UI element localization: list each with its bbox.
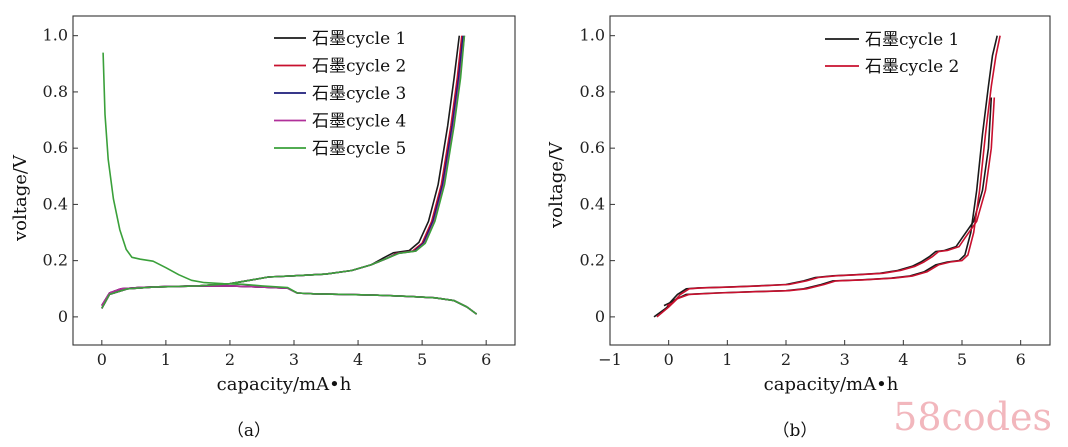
chart-a-series-5-line-upper [101,35,466,309]
chart-a-x-tick-label: 0 [97,350,107,369]
chart-b-x-tick-label: 3 [840,350,850,369]
chart-a-legend-label: 石墨cycle 5 [312,139,406,159]
chart-a-x-tick-label: 3 [289,350,299,369]
chart-b-x-tick-label: 0 [664,350,674,369]
chart-a-axes: 0 1 2 3 4 5 6 0 0.2 0.4 0.6 0.8 1.0 [43,15,516,369]
chart-b-y-tick-label: 0 [595,307,605,326]
chart-b-y-tick-label: 0.6 [580,138,605,157]
chart-b-y-tick-label: 0.2 [580,251,605,270]
chart-a-x-tick-label: 1 [161,350,171,369]
chart-b-x-tick-label: 1 [722,350,732,369]
chart-b-x-tick-label: 4 [898,350,908,369]
chart-a-legend-label: 石墨cycle 4 [312,112,406,132]
chart-a-panel-label: （a） [227,421,271,441]
chart-b-plot-frame [609,15,1051,346]
chart-a-y-tick-label: 0.2 [43,251,68,270]
chart-b-legend-label: 石墨cycle 1 [865,30,959,50]
chart-a-y-tick-label: 0.6 [43,138,68,157]
chart-b-x-tick-label: −1 [598,350,622,369]
chart-panel-b: −1 0 1 2 3 4 5 600.20.40.60.81.0 石墨cycle 1石墨cyc… [546,15,1051,441]
chart-a-legend-label: 石墨cycle 2 [312,57,406,77]
chart-b-axes: −1 0 1 2 3 4 5 6 0 0.2 0.4 0.6 0.8 1.0 [580,15,1051,369]
chart-b-legend-label: 石墨cycle 2 [865,57,959,77]
chart-a-legend-label: 石墨cycle 3 [312,84,406,104]
chart-a-y-tick-label: 0 [58,307,68,326]
chart-b-legend: 石墨cycle 1 石墨cycle 2 [825,30,959,77]
chart-b-series-2-line-upper [666,97,996,307]
chart-a-xlabel: capacity/mA•h [217,374,352,395]
chart-b-series-2-line-lower [656,35,1001,318]
chart-b-y-tick-label: 0.8 [580,82,605,101]
chart-a-series [101,35,478,315]
chart-b-y-tick-label: 1.0 [580,26,605,45]
chart-a-legend-label: 石墨cycle 1 [312,29,406,49]
chart-a-ylabel: voltage/V [10,154,31,242]
chart-a-series-5-line-lower [102,52,478,315]
chart-a-x-tick-label: 5 [417,350,427,369]
chart-a-x-tick-label: 6 [481,350,491,369]
chart-a-y-tick-label: 0.8 [43,82,68,101]
chart-b-x-tick-label: 2 [781,350,791,369]
chart-b-panel-label: （b） [773,421,818,441]
chart-b-x-tick-label: 6 [1016,350,1026,369]
chart-a-x-tick-label: 4 [353,350,363,369]
chart-b-ylabel: voltage/V [546,141,567,229]
chart-a-y-tick-label: 1.0 [43,26,68,45]
chart-panel-a: 0 1 2 3 4 5 600.20.40.60.81.0 石墨cycle 1石墨cycle… [10,15,516,441]
chart-a-legend: 石墨cycle 1 石墨cycle 2 石墨cycle 3 石墨cycle 4 石墨cy… [274,29,406,159]
watermark: 58codes [893,395,1052,439]
chart-a-y-tick-label: 0.4 [43,194,68,213]
chart-b-x-tick-label: 5 [957,350,967,369]
chart-a-x-tick-label: 2 [225,350,235,369]
chart-b-y-tick-label: 0.4 [580,194,605,213]
chart-b-series [653,35,1001,318]
chart-b-xlabel: capacity/mA•h [764,374,899,395]
